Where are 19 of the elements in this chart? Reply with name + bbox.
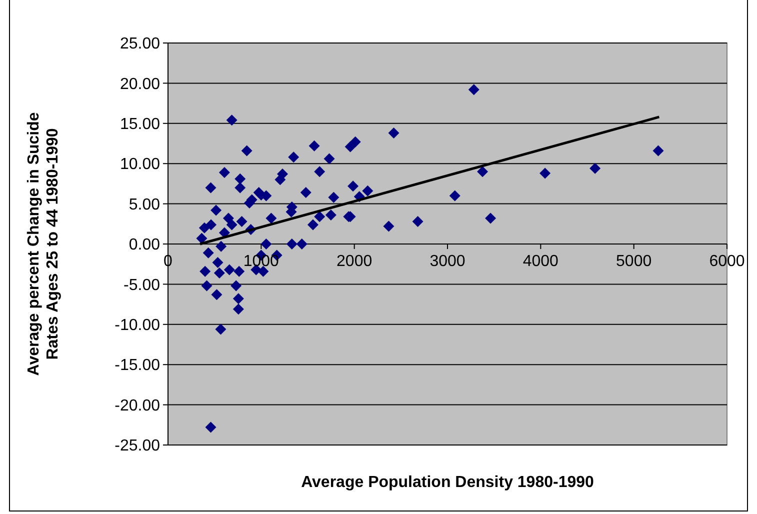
x-tick-label: 3000 bbox=[430, 253, 466, 270]
y-axis-title: Average percent Change in Sucide Rates Ages 25 to 44 1980-1990 bbox=[25, 112, 62, 376]
x-tick-label: 4000 bbox=[522, 253, 559, 270]
y-tick-label: -15.00 bbox=[114, 357, 160, 374]
x-tick-label: 5000 bbox=[616, 253, 652, 270]
y-tick-label: 5.00 bbox=[128, 196, 160, 214]
y-tick-label: -10.00 bbox=[114, 317, 160, 334]
x-axis-title: Average Population Density 1980-1990 bbox=[301, 474, 594, 491]
y-tick-label: -20.00 bbox=[114, 397, 160, 414]
y-tick-label: 20.00 bbox=[120, 76, 160, 93]
y-tick-label: 0.00 bbox=[128, 236, 160, 254]
y-tick-label: 10.00 bbox=[120, 156, 160, 174]
y-tick-label: 25.00 bbox=[120, 36, 160, 53]
x-tick-label: 6000 bbox=[709, 253, 745, 270]
y-tick-label: 15.00 bbox=[120, 116, 160, 133]
x-tick-label: 2000 bbox=[336, 253, 372, 270]
x-tick-label: 1000 bbox=[243, 253, 280, 270]
y-tick-label: -25.00 bbox=[114, 438, 160, 455]
y-tick-label: -5.00 bbox=[124, 276, 160, 294]
